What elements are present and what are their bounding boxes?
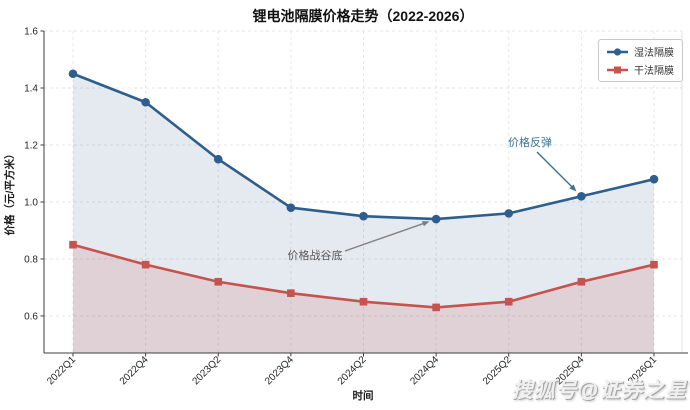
x-tick-label: 2024Q4 <box>408 354 441 387</box>
data-point <box>141 260 150 269</box>
data-point <box>431 214 441 224</box>
x-tick-label: 2026Q1 <box>626 354 659 387</box>
data-point <box>213 154 223 164</box>
annotation-arrowhead-0 <box>421 220 430 227</box>
y-tick-label: 0.6 <box>24 311 38 322</box>
x-tick-label: 2023Q2 <box>190 354 223 387</box>
x-axis-label: 时间 <box>353 389 374 402</box>
legend: 湿法隔膜 干法隔膜 <box>598 39 683 82</box>
annotation-text-1: 价格反弹 <box>508 135 552 149</box>
data-point <box>577 191 586 201</box>
annotation-arrow-0 <box>344 222 426 252</box>
data-point <box>286 203 296 212</box>
data-point <box>69 240 77 249</box>
legend-label-wet-process: 湿法隔膜 <box>634 48 674 59</box>
legend-marker <box>614 66 621 73</box>
x-tick-label: 2025Q2 <box>481 354 514 387</box>
dry-process-line-marker-icon <box>607 66 628 73</box>
x-tick-label: 2022Q1 <box>45 354 78 387</box>
annotation-arrow-1 <box>536 151 574 189</box>
data-point <box>214 277 223 286</box>
chart-title: 锂电池隔膜价格走势（2022-2026） <box>252 8 474 24</box>
x-tick-label: 2025Q4 <box>554 354 587 387</box>
data-point <box>504 209 514 218</box>
x-tick-label: 2022Q4 <box>118 354 151 387</box>
legend-item-dry-process: 干法隔膜 <box>607 62 674 77</box>
data-point <box>68 69 78 79</box>
data-point <box>287 289 295 297</box>
y-tick-label: 0.8 <box>24 254 38 265</box>
x-tick-label: 2023Q4 <box>263 354 296 387</box>
data-point <box>141 97 150 107</box>
area-fill-1 <box>73 244 654 353</box>
x-tick-label: 2024Q2 <box>336 354 369 387</box>
y-tick-label: 1.6 <box>24 27 38 38</box>
legend-marker <box>613 47 622 56</box>
data-point <box>577 277 586 286</box>
annotation-arrowhead-1 <box>569 184 577 192</box>
y-axis-label: 价格（元/平方米） <box>3 149 16 236</box>
data-point <box>359 297 368 306</box>
wet-process-line-marker-icon <box>607 47 628 56</box>
legend-item-wet-process: 湿法隔膜 <box>607 44 674 59</box>
legend-label-dry-process: 干法隔膜 <box>634 66 674 77</box>
data-point <box>650 260 658 269</box>
y-tick-label: 1.4 <box>24 83 38 94</box>
y-tick-label: 1.0 <box>24 197 38 208</box>
y-tick-label: 1.2 <box>24 140 38 151</box>
data-point <box>649 174 659 184</box>
annotation-text-0: 价格战谷底 <box>288 248 343 262</box>
data-point <box>432 303 440 312</box>
data-point <box>359 211 368 221</box>
data-point <box>504 297 513 306</box>
